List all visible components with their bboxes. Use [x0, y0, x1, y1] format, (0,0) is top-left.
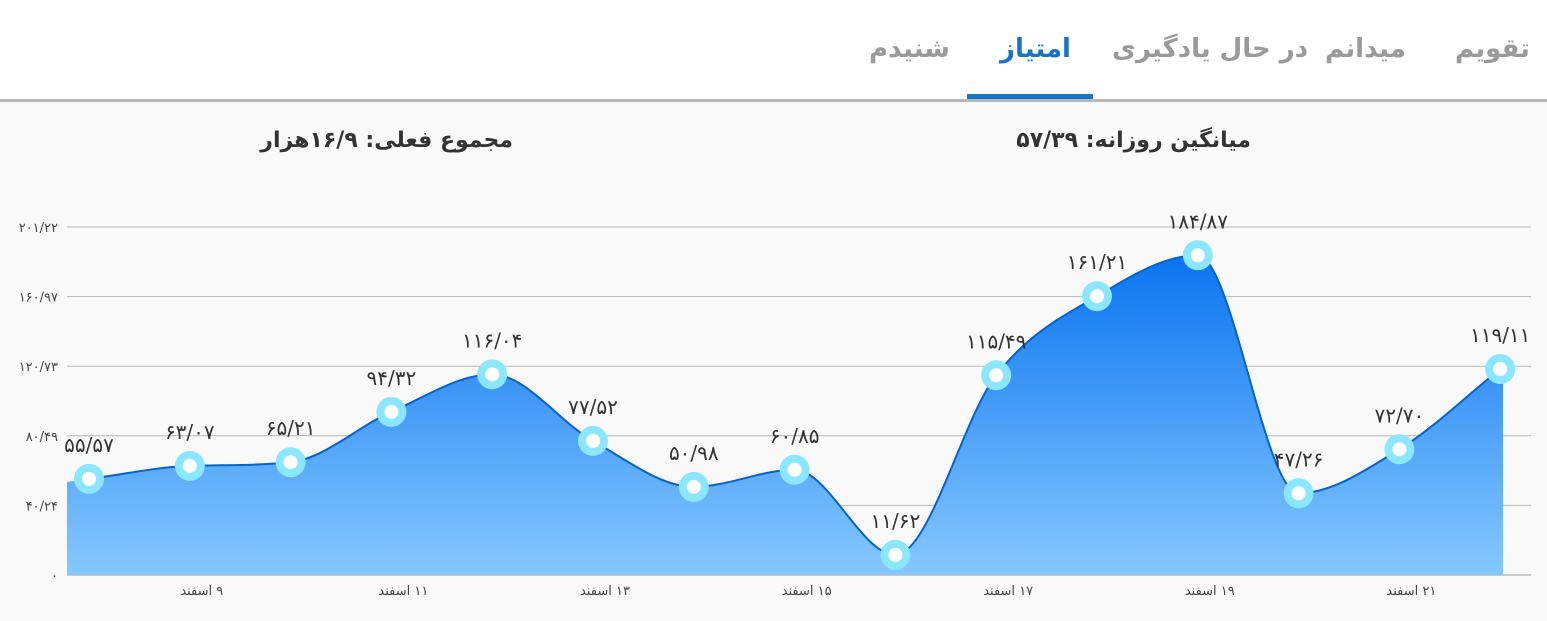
data-value-label: ۱۱/۶۲: [871, 509, 921, 533]
x-tick-label: ۱۵ اسفند: [782, 584, 832, 599]
data-point-marker[interactable]: [578, 425, 608, 456]
data-value-label: ۱۱۵/۴۹: [966, 329, 1026, 353]
data-point-marker[interactable]: [1082, 281, 1112, 312]
data-value-label: ۱۸۴/۸۷: [1168, 209, 1229, 233]
data-value-label: ۶۵/۲۱: [266, 416, 316, 440]
data-value-label: ۵۵/۵۷: [64, 433, 114, 457]
data-value-label: ۹۴/۳۲: [367, 366, 417, 390]
data-value-label: ۵۰/۹۸: [669, 441, 719, 465]
y-tick-label: ۱۶۰/۹۷: [19, 291, 58, 306]
data-point-marker[interactable]: [1182, 240, 1213, 271]
data-value-label: ۶۳/۰۷: [165, 420, 215, 444]
active-tab-indicator: [967, 94, 1093, 99]
x-tick-label: ۱۷ اسفند: [983, 584, 1033, 599]
data-value-label: ۴۷/۲۶: [1274, 447, 1324, 471]
y-tick-label: ۱۲۰/۷۳: [19, 360, 58, 375]
y-tick-label: ۸۰/۴۹: [26, 430, 58, 445]
series-line: [88, 254, 1501, 556]
tab-bar: تقویم میدانم در حال یادگیری امتیاز شنیدم: [0, 0, 1547, 100]
data-point-marker[interactable]: [880, 539, 911, 570]
data-point-marker[interactable]: [275, 447, 306, 478]
current-total-stat: مجموع فعلی: ۱۶/۹هزار: [260, 128, 513, 153]
tab-learning[interactable]: در حال یادگیری: [1112, 34, 1309, 64]
y-tick-label: ۴۰/۲۴: [26, 499, 58, 514]
x-tick-label: ۱۱ اسفند: [378, 584, 428, 599]
tab-heard[interactable]: شنیدم: [869, 34, 950, 64]
data-point-marker[interactable]: [981, 360, 1012, 391]
x-tick-label: ۱۳ اسفند: [580, 584, 630, 599]
area-fill: [67, 255, 1503, 575]
y-tick-label: ۰: [51, 569, 58, 584]
data-value-label: ۶۰/۸۵: [770, 424, 820, 448]
y-tick-label: ۲۰۱/۲۲: [19, 221, 58, 236]
tab-calendar[interactable]: تقویم: [1455, 34, 1530, 64]
daily-average-stat: میانگین روزانه: ۵۷/۳۹: [1016, 128, 1251, 153]
data-point-marker[interactable]: [1283, 478, 1314, 509]
tab-divider: [0, 99, 1547, 102]
data-value-label: ۱۱۹/۱۱: [1470, 323, 1530, 347]
data-point-marker[interactable]: [678, 471, 709, 502]
data-point-marker[interactable]: [477, 359, 508, 390]
data-point-marker[interactable]: [779, 454, 810, 485]
data-value-label: ۷۷/۵۲: [568, 395, 618, 419]
data-point-marker[interactable]: [74, 463, 104, 494]
tab-known[interactable]: میدانم: [1325, 34, 1406, 64]
data-value-label: ۱۶۱/۲۱: [1067, 250, 1127, 274]
data-point-marker[interactable]: [1485, 354, 1516, 385]
data-point-marker[interactable]: [1384, 434, 1415, 465]
data-point-marker[interactable]: [376, 396, 407, 427]
data-point-marker[interactable]: [174, 450, 205, 481]
x-tick-label: ۲۱ اسفند: [1386, 584, 1436, 599]
data-value-label: ۱۱۶/۰۴: [462, 328, 522, 352]
tab-score[interactable]: امتیاز: [1000, 34, 1071, 64]
x-tick-label: ۹ اسفند: [180, 584, 223, 599]
x-tick-label: ۱۹ اسفند: [1185, 584, 1235, 599]
data-value-label: ۷۲/۷۰: [1375, 403, 1425, 427]
